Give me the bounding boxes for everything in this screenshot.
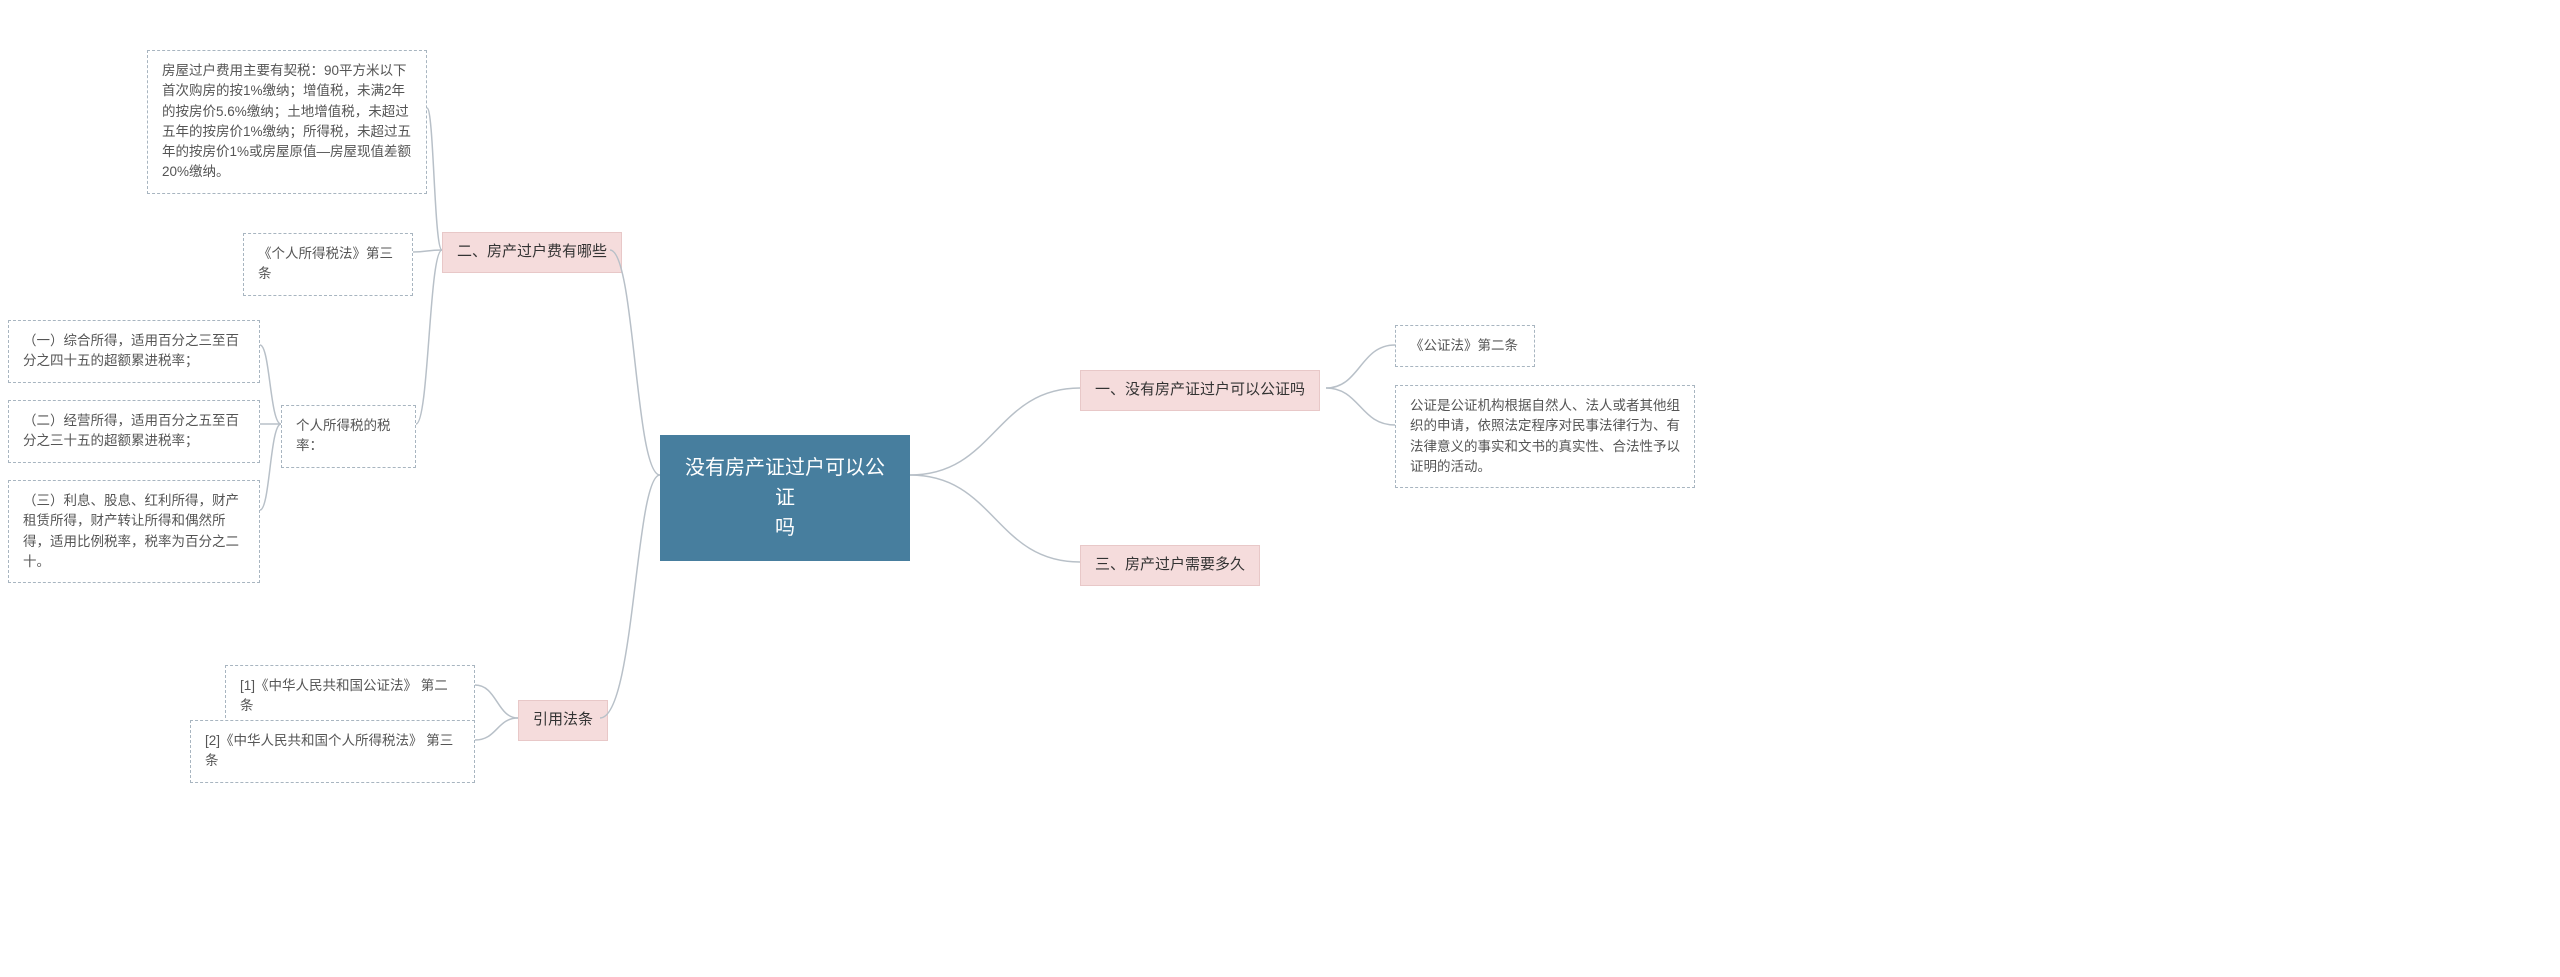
- branch-ref-label: 引用法条: [533, 711, 593, 728]
- leaf-rate1: （一）综合所得，适用百分之三至百分之四十五的超额累进税率；: [8, 320, 260, 383]
- branch-2: 二、房产过户费有哪些: [442, 232, 622, 273]
- leaf-rate3: （三）利息、股息、红利所得，财产租赁所得，财产转让所得和偶然所得，适用比例税率，…: [8, 480, 260, 583]
- leaf-ref1: [1]《中华人民共和国公证法》 第二条: [225, 665, 475, 728]
- branch-2-label: 二、房产过户费有哪些: [457, 243, 607, 260]
- leaf-rates-label: 个人所得税的税率：: [281, 405, 416, 468]
- branch-ref: 引用法条: [518, 700, 608, 741]
- leaf-notary-law: 《公证法》第二条: [1395, 325, 1535, 367]
- branch-3: 三、房产过户需要多久: [1080, 545, 1260, 586]
- leaf-ref2: [2]《中华人民共和国个人所得税法》 第三条: [190, 720, 475, 783]
- branch-3-label: 三、房产过户需要多久: [1095, 556, 1245, 573]
- leaf-rate2: （二）经营所得，适用百分之五至百分之三十五的超额累进税率；: [8, 400, 260, 463]
- branch-1-label: 一、没有房产证过户可以公证吗: [1095, 381, 1305, 398]
- branch-1: 一、没有房产证过户可以公证吗: [1080, 370, 1320, 411]
- leaf-fees: 房屋过户费用主要有契税：90平方米以下首次购房的按1%缴纳；增值税，未满2年的按…: [147, 50, 427, 194]
- root-title-line2: 吗: [775, 517, 795, 539]
- root-title-line1: 没有房产证过户可以公证: [685, 457, 885, 509]
- leaf-notary-desc: 公证是公证机构根据自然人、法人或者其他组织的申请，依照法定程序对民事法律行为、有…: [1395, 385, 1695, 488]
- leaf-tax-law: 《个人所得税法》第三条: [243, 233, 413, 296]
- root-node: 没有房产证过户可以公证 吗: [660, 435, 910, 561]
